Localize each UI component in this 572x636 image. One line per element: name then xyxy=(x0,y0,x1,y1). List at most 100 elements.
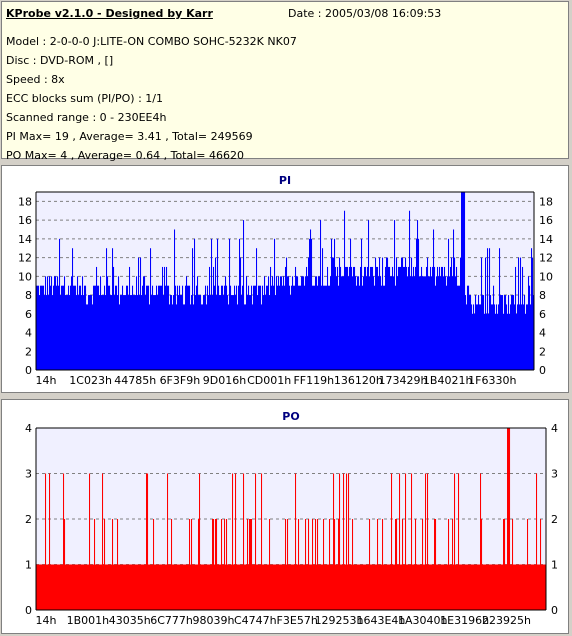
data-bar xyxy=(361,564,363,610)
data-bar xyxy=(113,266,115,370)
disc-line: Disc : DVD-ROM , [] xyxy=(6,54,114,67)
data-bar xyxy=(301,564,303,610)
data-bar xyxy=(229,238,231,370)
y-tick-label-left: 8 xyxy=(25,289,32,302)
data-bar xyxy=(38,564,40,610)
data-bar xyxy=(379,564,381,610)
data-bar xyxy=(36,564,38,610)
data-bar xyxy=(359,285,361,370)
data-bar xyxy=(257,295,259,370)
data-bar xyxy=(518,564,520,610)
data-bar xyxy=(532,564,534,610)
data-bar xyxy=(496,564,498,610)
data-bar xyxy=(316,564,318,610)
data-bar xyxy=(211,238,213,370)
data-bar xyxy=(468,285,470,370)
data-bar xyxy=(411,257,413,370)
data-bar xyxy=(471,304,473,370)
data-bar xyxy=(96,564,98,610)
data-bar xyxy=(138,257,140,370)
data-bar xyxy=(352,276,354,370)
data-bar xyxy=(204,564,206,610)
data-bar xyxy=(441,564,443,610)
data-bar xyxy=(543,564,545,610)
data-bar xyxy=(362,285,364,370)
data-bar xyxy=(319,276,321,370)
data-bar xyxy=(59,564,61,610)
data-bar xyxy=(294,285,296,370)
data-bar xyxy=(428,276,430,370)
data-bar xyxy=(327,266,329,370)
data-bar xyxy=(132,285,134,370)
data-bar xyxy=(51,276,53,370)
data-bar xyxy=(138,564,140,610)
data-bar xyxy=(441,266,443,370)
data-bar xyxy=(234,564,236,610)
data-bar xyxy=(217,564,219,610)
data-bar xyxy=(438,564,440,610)
data-bar xyxy=(157,295,159,370)
data-bar xyxy=(263,564,265,610)
data-bar xyxy=(169,304,171,370)
data-bar xyxy=(426,266,428,370)
data-bar xyxy=(105,295,107,370)
data-bar xyxy=(150,248,152,370)
data-bar xyxy=(134,295,136,370)
data-bar xyxy=(336,564,338,610)
data-bar xyxy=(226,285,228,370)
data-bar xyxy=(217,238,219,370)
data-bar xyxy=(46,295,48,370)
data-bar xyxy=(129,266,131,370)
data-bar xyxy=(147,285,149,370)
data-bar xyxy=(470,564,472,610)
data-bar xyxy=(358,276,360,370)
data-bar xyxy=(345,266,347,370)
x-tick-label: 6F3F9h xyxy=(160,374,201,387)
data-bar xyxy=(141,564,143,610)
data-bar xyxy=(466,304,468,370)
data-bar xyxy=(462,192,464,370)
data-bar xyxy=(87,304,89,370)
x-tick-label: 129253h xyxy=(315,614,364,627)
data-bar xyxy=(210,564,212,610)
data-bar xyxy=(240,564,242,610)
data-bar xyxy=(161,564,163,610)
data-bar xyxy=(372,564,374,610)
data-bar xyxy=(42,285,44,370)
data-bar xyxy=(457,564,459,610)
data-bar xyxy=(488,564,490,610)
data-bar xyxy=(240,257,242,370)
data-bar xyxy=(493,285,495,370)
data-bar xyxy=(499,248,501,370)
data-bar xyxy=(519,304,521,370)
data-bar xyxy=(109,285,111,370)
data-bar xyxy=(527,519,529,610)
data-bar xyxy=(264,564,266,610)
data-bar xyxy=(261,304,263,370)
data-bar xyxy=(262,564,264,610)
data-bar xyxy=(238,564,240,610)
data-bar xyxy=(399,266,401,370)
data-bar xyxy=(354,564,356,610)
data-bar xyxy=(444,266,446,370)
data-bar xyxy=(410,564,412,610)
data-bar xyxy=(221,285,223,370)
data-bar xyxy=(310,564,312,610)
data-bar xyxy=(378,564,380,610)
data-bar xyxy=(202,564,204,610)
data-bar xyxy=(479,304,481,370)
data-bar xyxy=(50,285,52,370)
data-bar xyxy=(248,564,250,610)
data-bar xyxy=(458,473,460,610)
data-bar xyxy=(207,285,209,370)
data-bar xyxy=(284,285,286,370)
data-bar xyxy=(340,266,342,370)
data-bar xyxy=(496,304,498,370)
data-bar xyxy=(364,564,366,610)
data-bar xyxy=(393,564,395,610)
data-bar xyxy=(294,564,296,610)
data-bar xyxy=(394,564,396,610)
data-bar xyxy=(57,564,59,610)
data-bar xyxy=(340,564,342,610)
data-bar xyxy=(490,295,492,370)
